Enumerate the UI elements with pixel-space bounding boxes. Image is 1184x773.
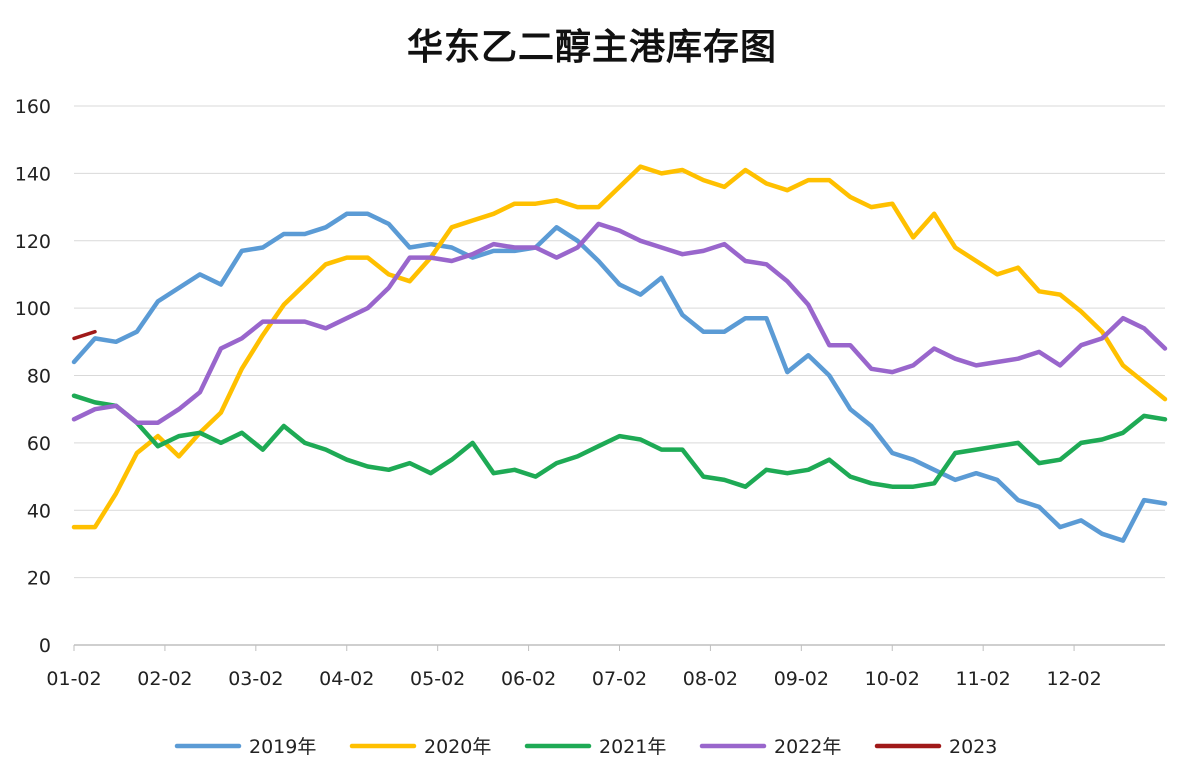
legend-label: 2021年 (599, 736, 666, 758)
x-tick-label: 02-02 (137, 668, 192, 690)
x-tick-label: 12-02 (1046, 668, 1101, 690)
legend: 2019年 2020年 2021年 2022年 2023 (174, 736, 997, 758)
y-tick-label: 100 (15, 298, 51, 320)
y-tick-label: 0 (39, 635, 51, 657)
series-line-4 (71, 221, 1168, 425)
x-tick-label: 08-02 (683, 668, 738, 690)
legend-label: 2023 (949, 736, 997, 758)
x-tick-label: 11-02 (956, 668, 1011, 690)
legend-item-4: 2022年 (699, 736, 841, 758)
x-tick-label: 07-02 (592, 668, 647, 690)
x-tick-label: 03-02 (228, 668, 283, 690)
y-tick-label: 60 (27, 433, 51, 455)
y-tick-label: 160 (15, 96, 51, 118)
y-tick-label: 20 (27, 568, 51, 590)
x-tick-label: 09-02 (774, 668, 829, 690)
legend-label: 2020年 (424, 736, 491, 758)
legend-item-5: 2023 (874, 736, 997, 758)
legend-label: 2022年 (774, 736, 841, 758)
axis-layer: 0 20 40 60 80 100 120 140 160 01-02 02-02 03-02 04-0… (15, 96, 1102, 690)
x-tick-label: 10-02 (865, 668, 920, 690)
y-tick-label: 80 (27, 366, 51, 388)
x-tick-label: 04-02 (319, 668, 374, 690)
legend-item-1: 2019年 (174, 736, 316, 758)
series-line-3 (71, 393, 1168, 489)
x-tick-label: 06-02 (501, 668, 556, 690)
legend-item-2: 2020年 (349, 736, 491, 758)
chart-title: 华东乙二醇主港库存图 (406, 27, 777, 68)
legend-item-3: 2021年 (524, 736, 666, 758)
series-layer (71, 164, 1168, 543)
x-tick-label: 01-02 (46, 668, 101, 690)
y-tick-label: 120 (15, 231, 51, 253)
x-tick-label: 05-02 (410, 668, 465, 690)
legend-label: 2019年 (249, 736, 316, 758)
y-tick-label: 40 (27, 500, 51, 522)
series-line-5 (72, 329, 97, 341)
series-line-1 (71, 211, 1168, 543)
series-line-2 (71, 164, 1168, 530)
y-tick-label: 140 (15, 163, 51, 185)
